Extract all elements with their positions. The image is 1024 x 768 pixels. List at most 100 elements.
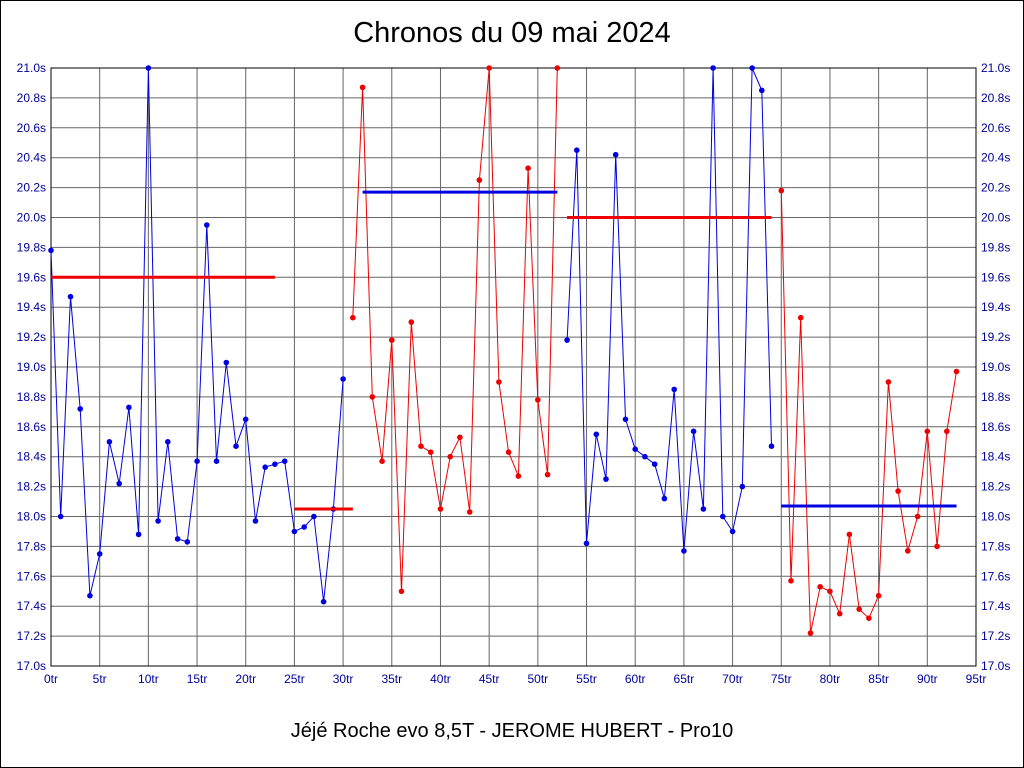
series-line-run-4-red: [780, 190, 957, 634]
lap-point: [174, 536, 181, 542]
y-tick-label-left: 19.4s: [17, 300, 46, 314]
x-tick-label: 85tr: [868, 672, 889, 686]
lap-point: [875, 592, 882, 599]
lap-point: [418, 443, 424, 450]
y-tick-label-right: 17.6s: [981, 569, 1010, 583]
lap-point: [77, 406, 83, 412]
lap-point: [729, 528, 736, 535]
lap-point: [301, 524, 308, 530]
y-tick-label-left: 18.6s: [17, 420, 46, 434]
lap-point: [242, 416, 249, 423]
lap-point: [681, 548, 687, 554]
lap-point: [515, 473, 522, 479]
y-tick-label-right: 19.8s: [981, 240, 1010, 254]
lap-point: [944, 428, 950, 435]
y-tick-label-left: 20.2s: [17, 181, 46, 195]
y-tick-label-right: 18.6s: [981, 420, 1010, 434]
lap-point: [457, 434, 463, 441]
lap-point: [690, 428, 697, 435]
x-tick-label: 95tr: [966, 672, 987, 686]
lap-point: [379, 458, 385, 465]
lap-point: [603, 476, 609, 482]
lap-point: [311, 513, 317, 520]
y-tick-label-right: 17.4s: [981, 599, 1010, 613]
lap-point: [116, 480, 122, 487]
y-tick-label-right: 17.0s: [981, 659, 1010, 673]
lap-point: [398, 588, 405, 595]
lap-point: [856, 606, 862, 612]
x-tick-label: 60tr: [625, 672, 646, 686]
lap-point: [720, 513, 726, 520]
x-tick-label: 5tr: [93, 672, 107, 686]
lap-point: [583, 540, 590, 547]
series-line-run-3-blue: [566, 67, 772, 551]
lap-point: [165, 439, 171, 445]
y-tick-label-left: 19.2s: [17, 330, 46, 344]
x-tick-label: 15tr: [187, 672, 208, 686]
lap-point: [525, 165, 531, 171]
y-tick-label-left: 18.0s: [17, 510, 46, 524]
y-tick-label-left: 17.8s: [17, 539, 46, 553]
lap-point: [145, 65, 152, 71]
lap-point: [710, 65, 716, 71]
y-tick-label-right: 19.4s: [981, 300, 1010, 314]
lap-point: [700, 506, 707, 512]
x-tick-label: 0tr: [44, 672, 58, 686]
lap-point: [184, 539, 191, 545]
y-tick-label-left: 20.0s: [17, 211, 46, 225]
x-tick-label: 80tr: [820, 672, 841, 686]
series-line-run-2-red: [352, 67, 558, 592]
lap-point: [612, 151, 619, 158]
y-tick-label-right: 20.6s: [981, 121, 1010, 135]
y-tick-label-left: 19.0s: [17, 360, 46, 374]
y-tick-label-right: 20.8s: [981, 91, 1010, 105]
lap-point: [262, 464, 269, 471]
y-tick-label-left: 18.2s: [17, 480, 46, 494]
lap-point: [836, 610, 843, 617]
lap-point: [135, 531, 142, 538]
page-title: Chronos du 09 mai 2024: [353, 17, 671, 49]
x-tick-label: 10tr: [138, 672, 159, 686]
lap-point: [194, 458, 200, 465]
lap-point: [778, 187, 785, 194]
y-tick-label-right: 18.4s: [981, 450, 1010, 464]
x-tick-label: 40tr: [430, 672, 451, 686]
y-tick-label-left: 19.6s: [17, 270, 46, 284]
lap-point: [213, 458, 220, 465]
x-tick-label: 90tr: [917, 672, 938, 686]
x-tick-label: 20tr: [235, 672, 256, 686]
lap-point: [48, 247, 54, 254]
y-tick-label-left: 20.4s: [17, 151, 46, 165]
lap-point: [67, 293, 74, 300]
y-tick-label-left: 17.6s: [17, 569, 46, 583]
lap-point: [535, 397, 541, 403]
lap-point: [905, 548, 911, 554]
lap-point: [739, 483, 746, 490]
x-tick-label: 75tr: [771, 672, 792, 686]
lap-point: [96, 551, 103, 557]
x-tick-label: 65tr: [674, 672, 695, 686]
lap-point: [204, 222, 210, 228]
lap-point: [827, 588, 833, 595]
lap-point: [554, 65, 561, 71]
lap-point: [885, 379, 892, 385]
lap-point: [895, 488, 901, 494]
y-tick-label-right: 18.8s: [981, 390, 1010, 404]
lap-point: [223, 359, 230, 366]
x-tick-label: 45tr: [479, 672, 500, 686]
y-tick-label-right: 19.0s: [981, 360, 1010, 374]
lap-point: [768, 443, 775, 450]
lap-point: [155, 518, 161, 524]
lap-point: [788, 578, 794, 584]
lap-point: [427, 449, 434, 456]
lap-point: [749, 65, 755, 71]
lap-point: [252, 518, 259, 524]
lap-point: [272, 461, 278, 468]
lap-point: [807, 630, 814, 636]
lap-point: [126, 404, 132, 411]
lap-point: [953, 368, 960, 375]
y-tick-label-left: 20.6s: [17, 121, 46, 135]
y-tick-label-left: 21.0s: [17, 61, 46, 75]
lap-point: [350, 314, 356, 321]
